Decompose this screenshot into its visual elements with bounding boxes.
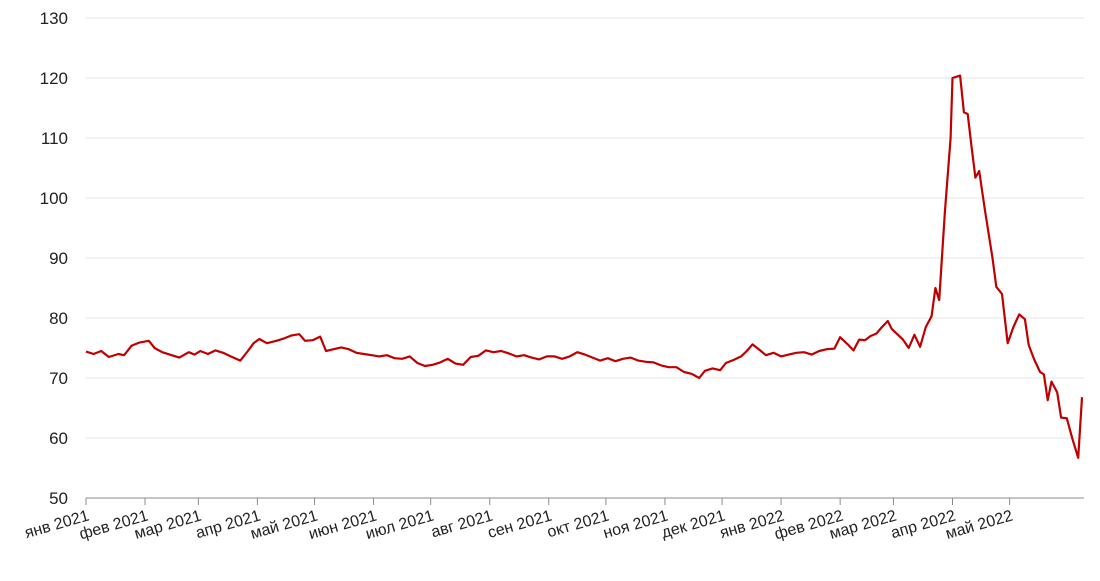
y-axis-tick-labels: 50 60 70 80 90 100 110 120 130 xyxy=(40,9,68,508)
y-tick-label: 60 xyxy=(49,429,68,448)
y-tick-label: 70 xyxy=(49,369,68,388)
y-tick-label: 80 xyxy=(49,309,68,328)
y-tick-label: 120 xyxy=(40,69,68,88)
x-tick-label: авг 2021 xyxy=(429,507,495,541)
x-tick-label: май 2022 xyxy=(944,507,1015,542)
y-gridlines xyxy=(86,17,1084,439)
series-line xyxy=(85,74,1084,459)
x-tick-label: окт 2021 xyxy=(545,507,611,541)
x-tick-label: сен 2021 xyxy=(486,507,554,541)
y-tick-label: 100 xyxy=(40,189,68,208)
y-tick-label: 90 xyxy=(49,249,68,268)
y-tick-label: 130 xyxy=(40,9,68,28)
x-tick-label: дек 2021 xyxy=(660,507,728,541)
y-tick-label: 50 xyxy=(49,489,68,508)
y-tick-label: 110 xyxy=(41,129,68,148)
